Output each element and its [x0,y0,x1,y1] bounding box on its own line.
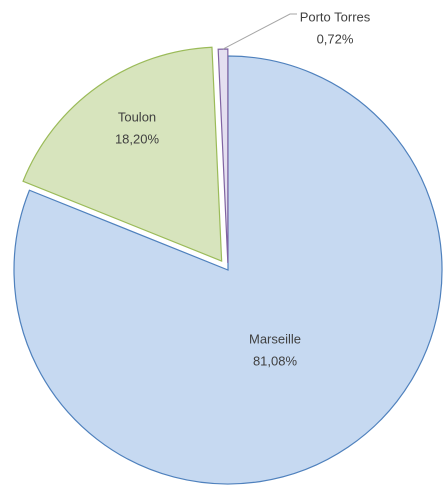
slice-label: Porto Torres [300,9,371,24]
slice-value-label: 18,20% [115,131,160,146]
pie-slice [22,46,223,262]
slice-label: Toulon [118,109,156,124]
slice-label: Marseille [249,331,301,346]
slice-value-label: 0,72% [317,31,354,46]
slice-value-label: 81,08% [253,353,298,368]
pie-slice [13,55,443,485]
leader-line [222,13,297,50]
